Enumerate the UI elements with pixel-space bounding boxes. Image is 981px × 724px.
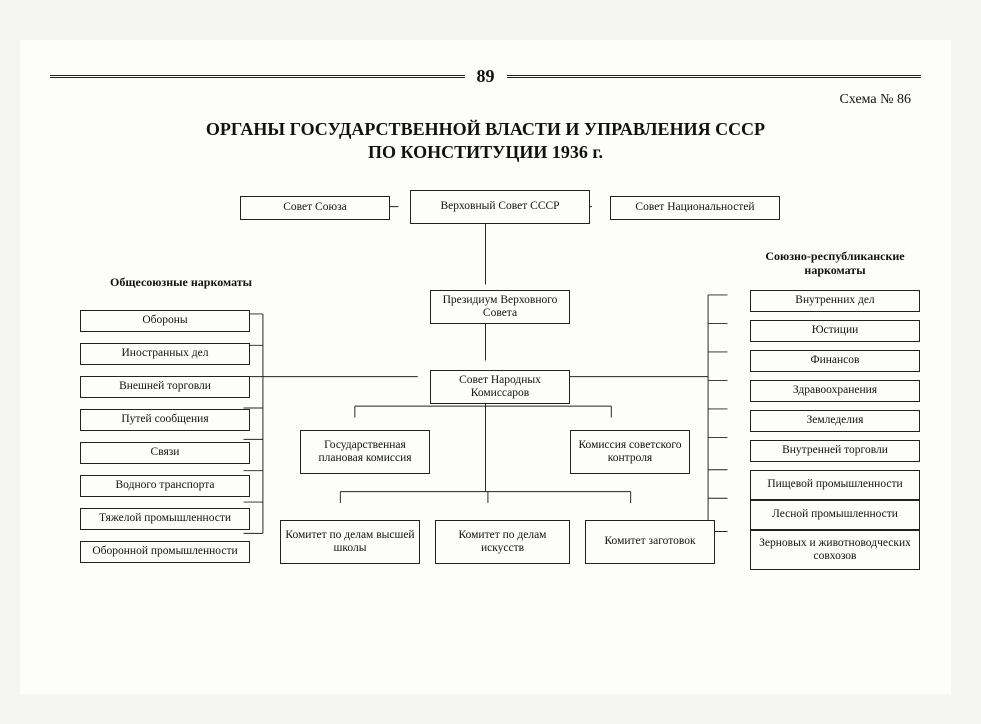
box-presidium: Президиум Верховного Совета	[430, 290, 570, 324]
box-committee-arts: Комитет по делам искусств	[435, 520, 570, 564]
box-left-7: Оборонной промышленности	[80, 541, 250, 563]
title: ОРГАНЫ ГОСУДАРСТВЕННОЙ ВЛАСТИ И УПРАВЛЕН…	[20, 118, 951, 165]
title-line2: ПО КОНСТИТУЦИИ 1936 г.	[20, 141, 951, 164]
box-right-5: Внутренней торговли	[750, 440, 920, 462]
box-right-4: Земледелия	[750, 410, 920, 432]
box-left-2: Внешней торговли	[80, 376, 250, 398]
box-right-6: Пищевой промышленности	[750, 470, 920, 500]
box-committee-school: Комитет по делам высшей школы	[280, 520, 420, 564]
box-committee-procurement: Комитет заготовок	[585, 520, 715, 564]
box-right-7: Лесной промышленности	[750, 500, 920, 530]
label-union-narkomats: Общесоюзные наркоматы	[110, 276, 252, 290]
rule-right	[507, 75, 922, 78]
box-sovcontrol: Комиссия советского контроля	[570, 430, 690, 474]
box-left-6: Тяжелой промышленности	[80, 508, 250, 530]
box-left-1: Иностранных дел	[80, 343, 250, 365]
page-number: 89	[477, 66, 495, 87]
page: 89 Схема № 86 ОРГАНЫ ГОСУДАРСТВЕННОЙ ВЛА…	[20, 40, 951, 694]
label-republic-narkomats: Союзно-республиканские наркоматы	[750, 250, 920, 278]
header-rule: 89	[50, 66, 921, 87]
org-diagram: Верховный Совет СССР Совет Союза Совет Нац…	[50, 180, 921, 674]
box-gosplan: Государственная плановая комиссия	[300, 430, 430, 474]
box-left-0: Обороны	[80, 310, 250, 332]
box-soviet-union: Совет Союза	[240, 196, 390, 220]
box-left-4: Связи	[80, 442, 250, 464]
box-left-3: Путей сообщения	[80, 409, 250, 431]
box-left-5: Водного транспорта	[80, 475, 250, 497]
box-right-8: Зерновых и животноводческих совхозов	[750, 530, 920, 570]
box-supreme-soviet: Верховный Совет СССР	[410, 190, 590, 224]
scheme-label: Схема № 86	[839, 92, 911, 108]
box-right-3: Здравоохранения	[750, 380, 920, 402]
box-snk: Совет Народных Комиссаров	[430, 370, 570, 404]
box-right-0: Внутренних дел	[750, 290, 920, 312]
title-line1: ОРГАНЫ ГОСУДАРСТВЕННОЙ ВЛАСТИ И УПРАВЛЕН…	[20, 118, 951, 141]
box-soviet-nationalities: Совет Национальностей	[610, 196, 780, 220]
box-right-1: Юстиции	[750, 320, 920, 342]
box-right-2: Финансов	[750, 350, 920, 372]
rule-left	[50, 75, 465, 78]
